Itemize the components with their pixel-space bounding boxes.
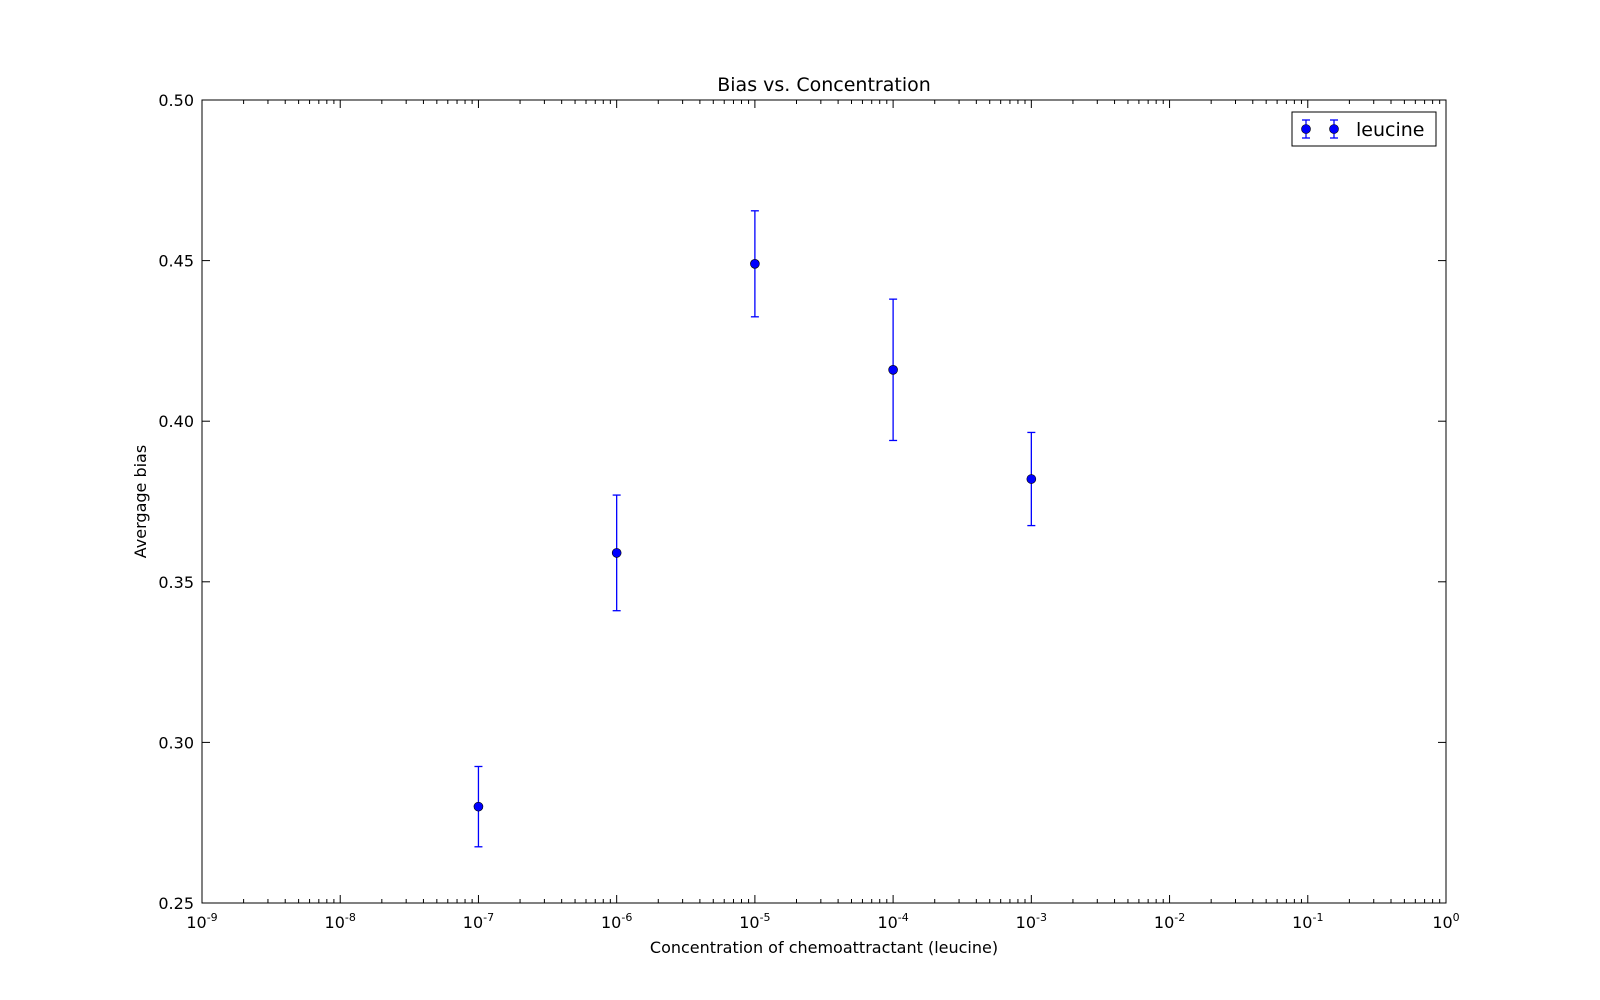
chart-title: Bias vs. Concentration — [717, 74, 931, 96]
x-tick-label: 10-7 — [463, 911, 494, 932]
x-tick-label: 10-2 — [1154, 911, 1185, 932]
data-point — [611, 548, 622, 558]
y-tick-label: 0.45 — [158, 252, 194, 271]
y-axis-title: Avergage bias — [131, 445, 150, 558]
x-tick-label: 10-9 — [186, 911, 217, 932]
y-tick-label: 0.35 — [158, 573, 194, 592]
plot-area: 10-9 10-8 10-7 10-6 10-5 10-4 10-3 10-2 10-1 100 0… — [158, 91, 1459, 932]
y-tick-label: 0.50 — [158, 91, 194, 110]
plot-frame — [201, 99, 1447, 904]
data-point — [750, 259, 760, 269]
data-point — [1026, 474, 1037, 484]
y-tick-label: 0.25 — [158, 894, 194, 913]
x-tick-label: 10-8 — [325, 911, 356, 932]
legend-marker — [1301, 124, 1311, 134]
legend-marker — [1329, 124, 1339, 134]
legend-box — [1291, 111, 1437, 147]
x-tick-label: 10-1 — [1292, 911, 1323, 932]
x-axis-title: Concentration of chemoattractant (leucin… — [650, 938, 998, 957]
y-tick-label: 0.30 — [158, 733, 194, 752]
legend-markers — [1301, 119, 1339, 139]
legend: leucine — [1291, 111, 1437, 147]
x-tick-label: 10-3 — [1016, 911, 1047, 932]
data-point — [473, 801, 484, 812]
y-tick-label: 0.40 — [158, 412, 194, 431]
legend-label: leucine — [1356, 119, 1424, 141]
x-tick-label: 100 — [1432, 911, 1459, 932]
x-tick-label: 10-6 — [601, 911, 632, 932]
x-tick-label: 10-4 — [877, 911, 908, 932]
x-tick-label: 10-5 — [739, 911, 770, 932]
data-point — [888, 365, 898, 375]
